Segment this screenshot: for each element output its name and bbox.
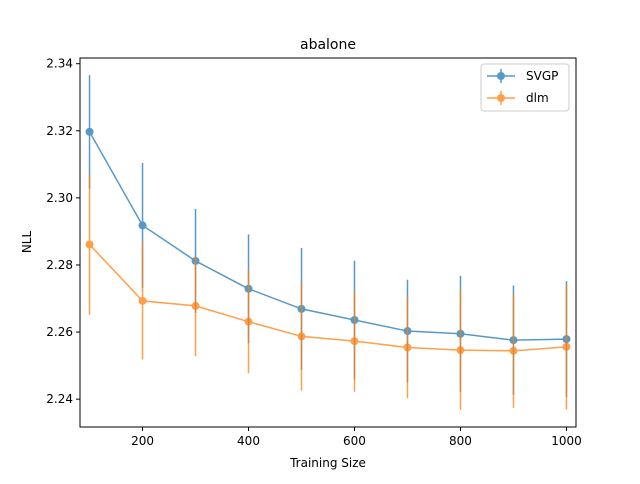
x-axis-label: Training Size bbox=[289, 456, 366, 470]
y-tick-label: 2.24 bbox=[46, 392, 73, 406]
y-axis-label: NLL bbox=[20, 231, 34, 254]
legend-label: dlm bbox=[526, 91, 549, 105]
data-point bbox=[85, 240, 94, 249]
data-point bbox=[244, 317, 253, 326]
data-point bbox=[509, 346, 518, 355]
y-tick-label: 2.32 bbox=[46, 124, 73, 138]
data-point bbox=[138, 221, 147, 230]
data-point bbox=[403, 343, 412, 352]
series-line bbox=[88, 131, 567, 341]
y-tick-label: 2.28 bbox=[46, 258, 73, 272]
y-tick-label: 2.30 bbox=[46, 191, 73, 205]
data-point bbox=[456, 346, 465, 355]
data-point bbox=[138, 296, 147, 305]
data-point bbox=[297, 332, 306, 341]
plot-area bbox=[80, 58, 576, 427]
legend-marker-svgp bbox=[487, 69, 515, 83]
legend-point bbox=[497, 72, 505, 80]
legend-items: SVGP dlm bbox=[487, 69, 558, 105]
series-layer bbox=[85, 75, 571, 410]
data-point bbox=[350, 337, 359, 346]
data-point bbox=[562, 342, 571, 351]
y-tick-label: 2.34 bbox=[46, 57, 73, 71]
legend-point bbox=[497, 94, 505, 102]
x-tick-label: 800 bbox=[449, 434, 472, 448]
y-ticks: 2.24 2.26 2.28 2.30 2.32 2.34 bbox=[46, 57, 80, 406]
data-point bbox=[85, 127, 94, 136]
x-tick-label: 600 bbox=[343, 434, 366, 448]
x-ticks: 200 400 600 800 1000 bbox=[131, 427, 582, 448]
axes-frame bbox=[79, 57, 577, 428]
x-tick-label: 200 bbox=[131, 434, 154, 448]
chart-title: abalone bbox=[300, 37, 356, 53]
y-tick-label: 2.26 bbox=[46, 325, 73, 339]
legend-marker-dlm bbox=[487, 91, 515, 105]
x-tick-label: 1000 bbox=[551, 434, 582, 448]
legend-label: SVGP bbox=[526, 69, 558, 83]
x-tick-label: 400 bbox=[237, 434, 260, 448]
series-line bbox=[88, 243, 567, 352]
series-dlm bbox=[85, 174, 571, 410]
data-point bbox=[191, 301, 200, 310]
legend: SVGP dlm bbox=[480, 63, 570, 112]
